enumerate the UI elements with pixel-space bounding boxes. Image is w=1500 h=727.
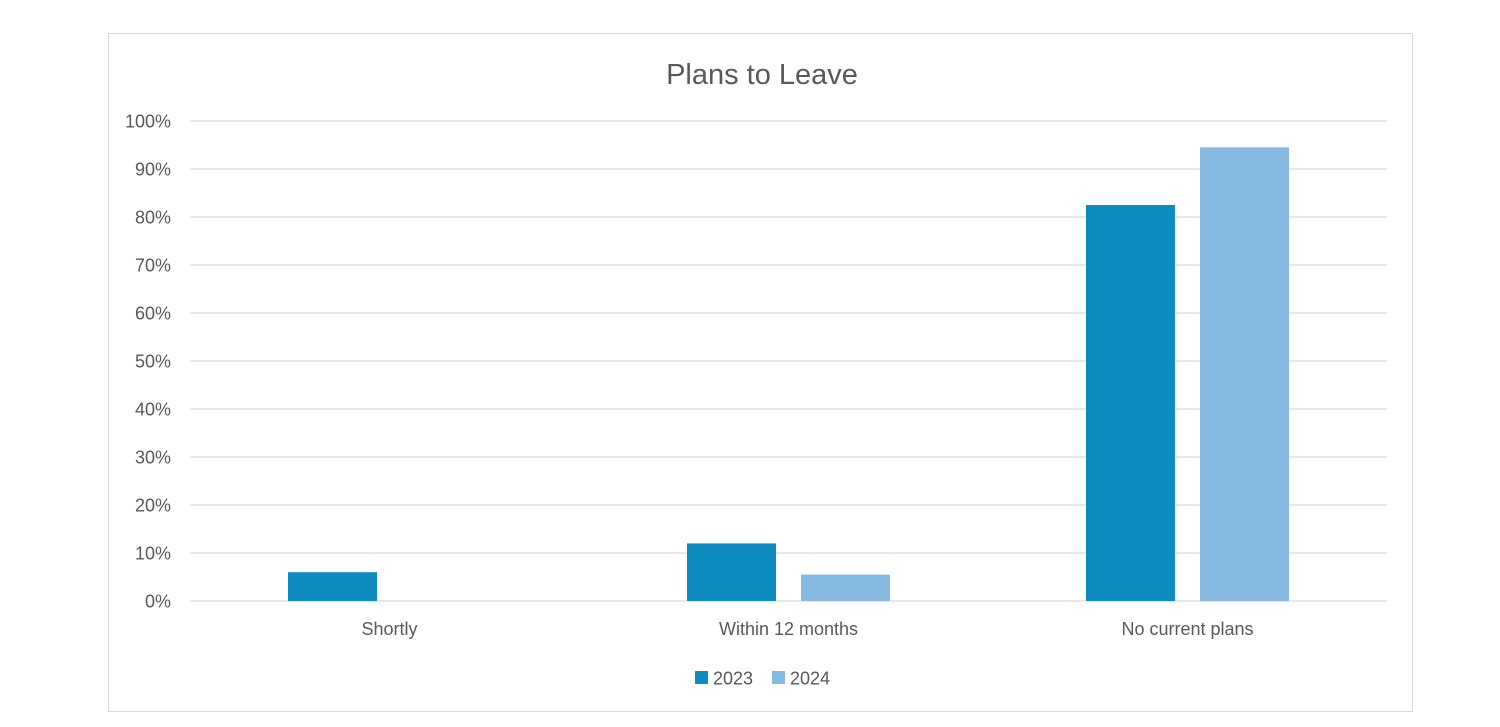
y-tick-label: 80% bbox=[135, 208, 171, 228]
y-tick-label: 100% bbox=[125, 112, 171, 132]
legend-label: 2023 bbox=[713, 669, 753, 689]
bar-2023-0 bbox=[288, 572, 377, 601]
legend-swatch-2024 bbox=[772, 671, 785, 684]
legend: 2023 2024 bbox=[695, 669, 830, 689]
bar-2023-1 bbox=[687, 543, 776, 601]
chart-title: Plans to Leave bbox=[666, 59, 858, 91]
legend-label: 2024 bbox=[790, 669, 830, 689]
y-tick-label: 20% bbox=[135, 496, 171, 516]
y-tick-label: 50% bbox=[135, 352, 171, 372]
bars bbox=[288, 147, 1289, 601]
x-category-label: Within 12 months bbox=[719, 619, 858, 639]
y-tick-label: 40% bbox=[135, 400, 171, 420]
y-tick-label: 0% bbox=[145, 592, 171, 612]
y-tick-label: 30% bbox=[135, 448, 171, 468]
bar-2024-2 bbox=[1200, 147, 1289, 601]
y-tick-label: 70% bbox=[135, 256, 171, 276]
legend-swatch-2023 bbox=[695, 671, 708, 684]
x-category-label: Shortly bbox=[361, 619, 417, 639]
bar-2023-2 bbox=[1086, 205, 1175, 601]
y-tick-label: 90% bbox=[135, 160, 171, 180]
y-axis-ticks: 0% 10% 20% 30% 40% 50% 60% 70% 80% 90% 100% bbox=[125, 112, 171, 612]
x-axis-categories: Shortly Within 12 months No current plans bbox=[361, 619, 1253, 639]
x-category-label: No current plans bbox=[1121, 619, 1253, 639]
gridlines bbox=[190, 120, 1387, 602]
y-tick-label: 60% bbox=[135, 304, 171, 324]
bar-2024-1 bbox=[801, 574, 890, 601]
y-tick-label: 10% bbox=[135, 544, 171, 564]
